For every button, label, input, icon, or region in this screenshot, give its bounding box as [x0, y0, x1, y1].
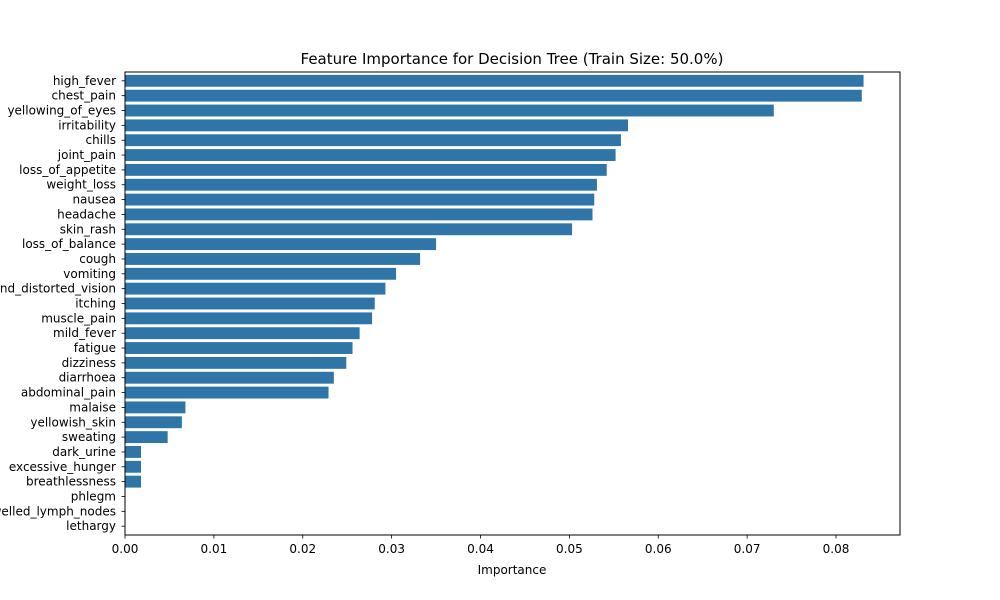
y-tick-label: lethargy	[66, 519, 116, 533]
y-tick-label: loss_of_balance	[22, 237, 116, 251]
y-tick-label: chest_pain	[52, 89, 116, 103]
x-tick-label: 0.08	[823, 542, 850, 556]
y-tick-label: breathlessness	[26, 475, 116, 489]
y-tick-label: dizziness	[62, 356, 116, 370]
y-tick-label: yellowing_of_eyes	[7, 104, 116, 118]
y-tick-label: headache	[57, 207, 116, 221]
x-tick-label: 0.03	[378, 542, 405, 556]
y-tick-label: phlegm	[71, 489, 116, 503]
x-ticks-layer: 0.00 0.01 0.02 0.03 0.04 0.05 0.06 0.07 0.08	[112, 535, 850, 556]
x-tick-label: 0.07	[734, 542, 761, 556]
bar-nausea	[125, 193, 595, 206]
y-tick-label: high_fever	[53, 74, 116, 88]
y-tick-label: cough	[79, 252, 116, 266]
y-tick-label: swelled_lymph_nodes	[0, 504, 116, 518]
y-ticks-layer: high_feverchest_painyellowing_of_eyesirr…	[0, 74, 125, 533]
x-axis-label: Importance	[478, 563, 547, 577]
bar-fatigue	[125, 342, 353, 354]
y-tick-label: nausea	[72, 193, 116, 207]
x-tick-label: 0.05	[556, 542, 583, 556]
bar-yellowing-of-eyes	[125, 104, 774, 117]
x-tick-label: 0.06	[645, 542, 672, 556]
bar-muscle-pain	[125, 312, 373, 325]
y-tick-label: excessive_hunger	[9, 460, 116, 474]
bar-high-fever	[125, 74, 864, 87]
bar-blurred-and-distorted-vision	[125, 282, 386, 295]
bar-dark-urine	[125, 446, 141, 458]
y-tick-label: vomiting	[63, 267, 116, 281]
bar-dizziness	[125, 356, 347, 369]
bar-loss-of-appetite	[125, 163, 607, 176]
bar-vomiting	[125, 267, 397, 280]
y-tick-label: blurred_and_distorted_vision	[0, 282, 116, 296]
bar-yellowish-skin	[125, 416, 182, 429]
bar-diarrhoea	[125, 371, 334, 384]
bar-excessive-hunger	[125, 460, 141, 473]
y-tick-label: loss_of_appetite	[19, 163, 116, 177]
bar-sweating	[125, 431, 168, 444]
plot-frame	[124, 71, 901, 536]
y-tick-label: joint_pain	[57, 148, 116, 162]
y-tick-label: chills	[86, 133, 116, 147]
y-tick-label: muscle_pain	[41, 311, 116, 325]
y-tick-label: yellowish_skin	[30, 415, 116, 429]
y-tick-label: itching	[75, 297, 116, 311]
chart-title: Feature Importance for Decision Tree (Tr…	[301, 50, 724, 68]
bar-irritability	[125, 119, 629, 132]
y-tick-label: fatigue	[74, 341, 116, 355]
y-tick-label: abdominal_pain	[21, 386, 116, 400]
y-tick-label: irritability	[58, 118, 116, 132]
bars-layer	[125, 74, 864, 488]
bar-abdominal-pain	[125, 386, 329, 399]
bar-cough	[125, 253, 421, 265]
bar-joint-pain	[125, 149, 616, 161]
x-tick-label: 0.01	[201, 542, 228, 556]
y-tick-label: weight_loss	[46, 178, 116, 192]
bar-itching	[125, 297, 375, 310]
y-tick-label: skin_rash	[60, 222, 116, 236]
bar-malaise	[125, 401, 186, 414]
bar-mild-fever	[125, 327, 360, 340]
x-tick-label: 0.04	[467, 542, 494, 556]
bar-chest-pain	[125, 89, 862, 102]
y-tick-label: diarrhoea	[59, 371, 116, 385]
x-tick-label: 0.02	[289, 542, 316, 556]
bar-chills	[125, 134, 621, 147]
bar-breathlessness	[125, 475, 141, 488]
y-tick-label: dark_urine	[52, 445, 116, 459]
y-tick-label: mild_fever	[53, 326, 116, 340]
x-tick-label: 0.00	[112, 542, 139, 556]
bar-loss-of-balance	[125, 238, 437, 251]
y-tick-label: sweating	[62, 430, 116, 444]
y-tick-label: malaise	[69, 400, 116, 414]
bar-weight-loss	[125, 178, 597, 191]
bar-headache	[125, 208, 593, 221]
bar-skin-rash	[125, 223, 573, 236]
